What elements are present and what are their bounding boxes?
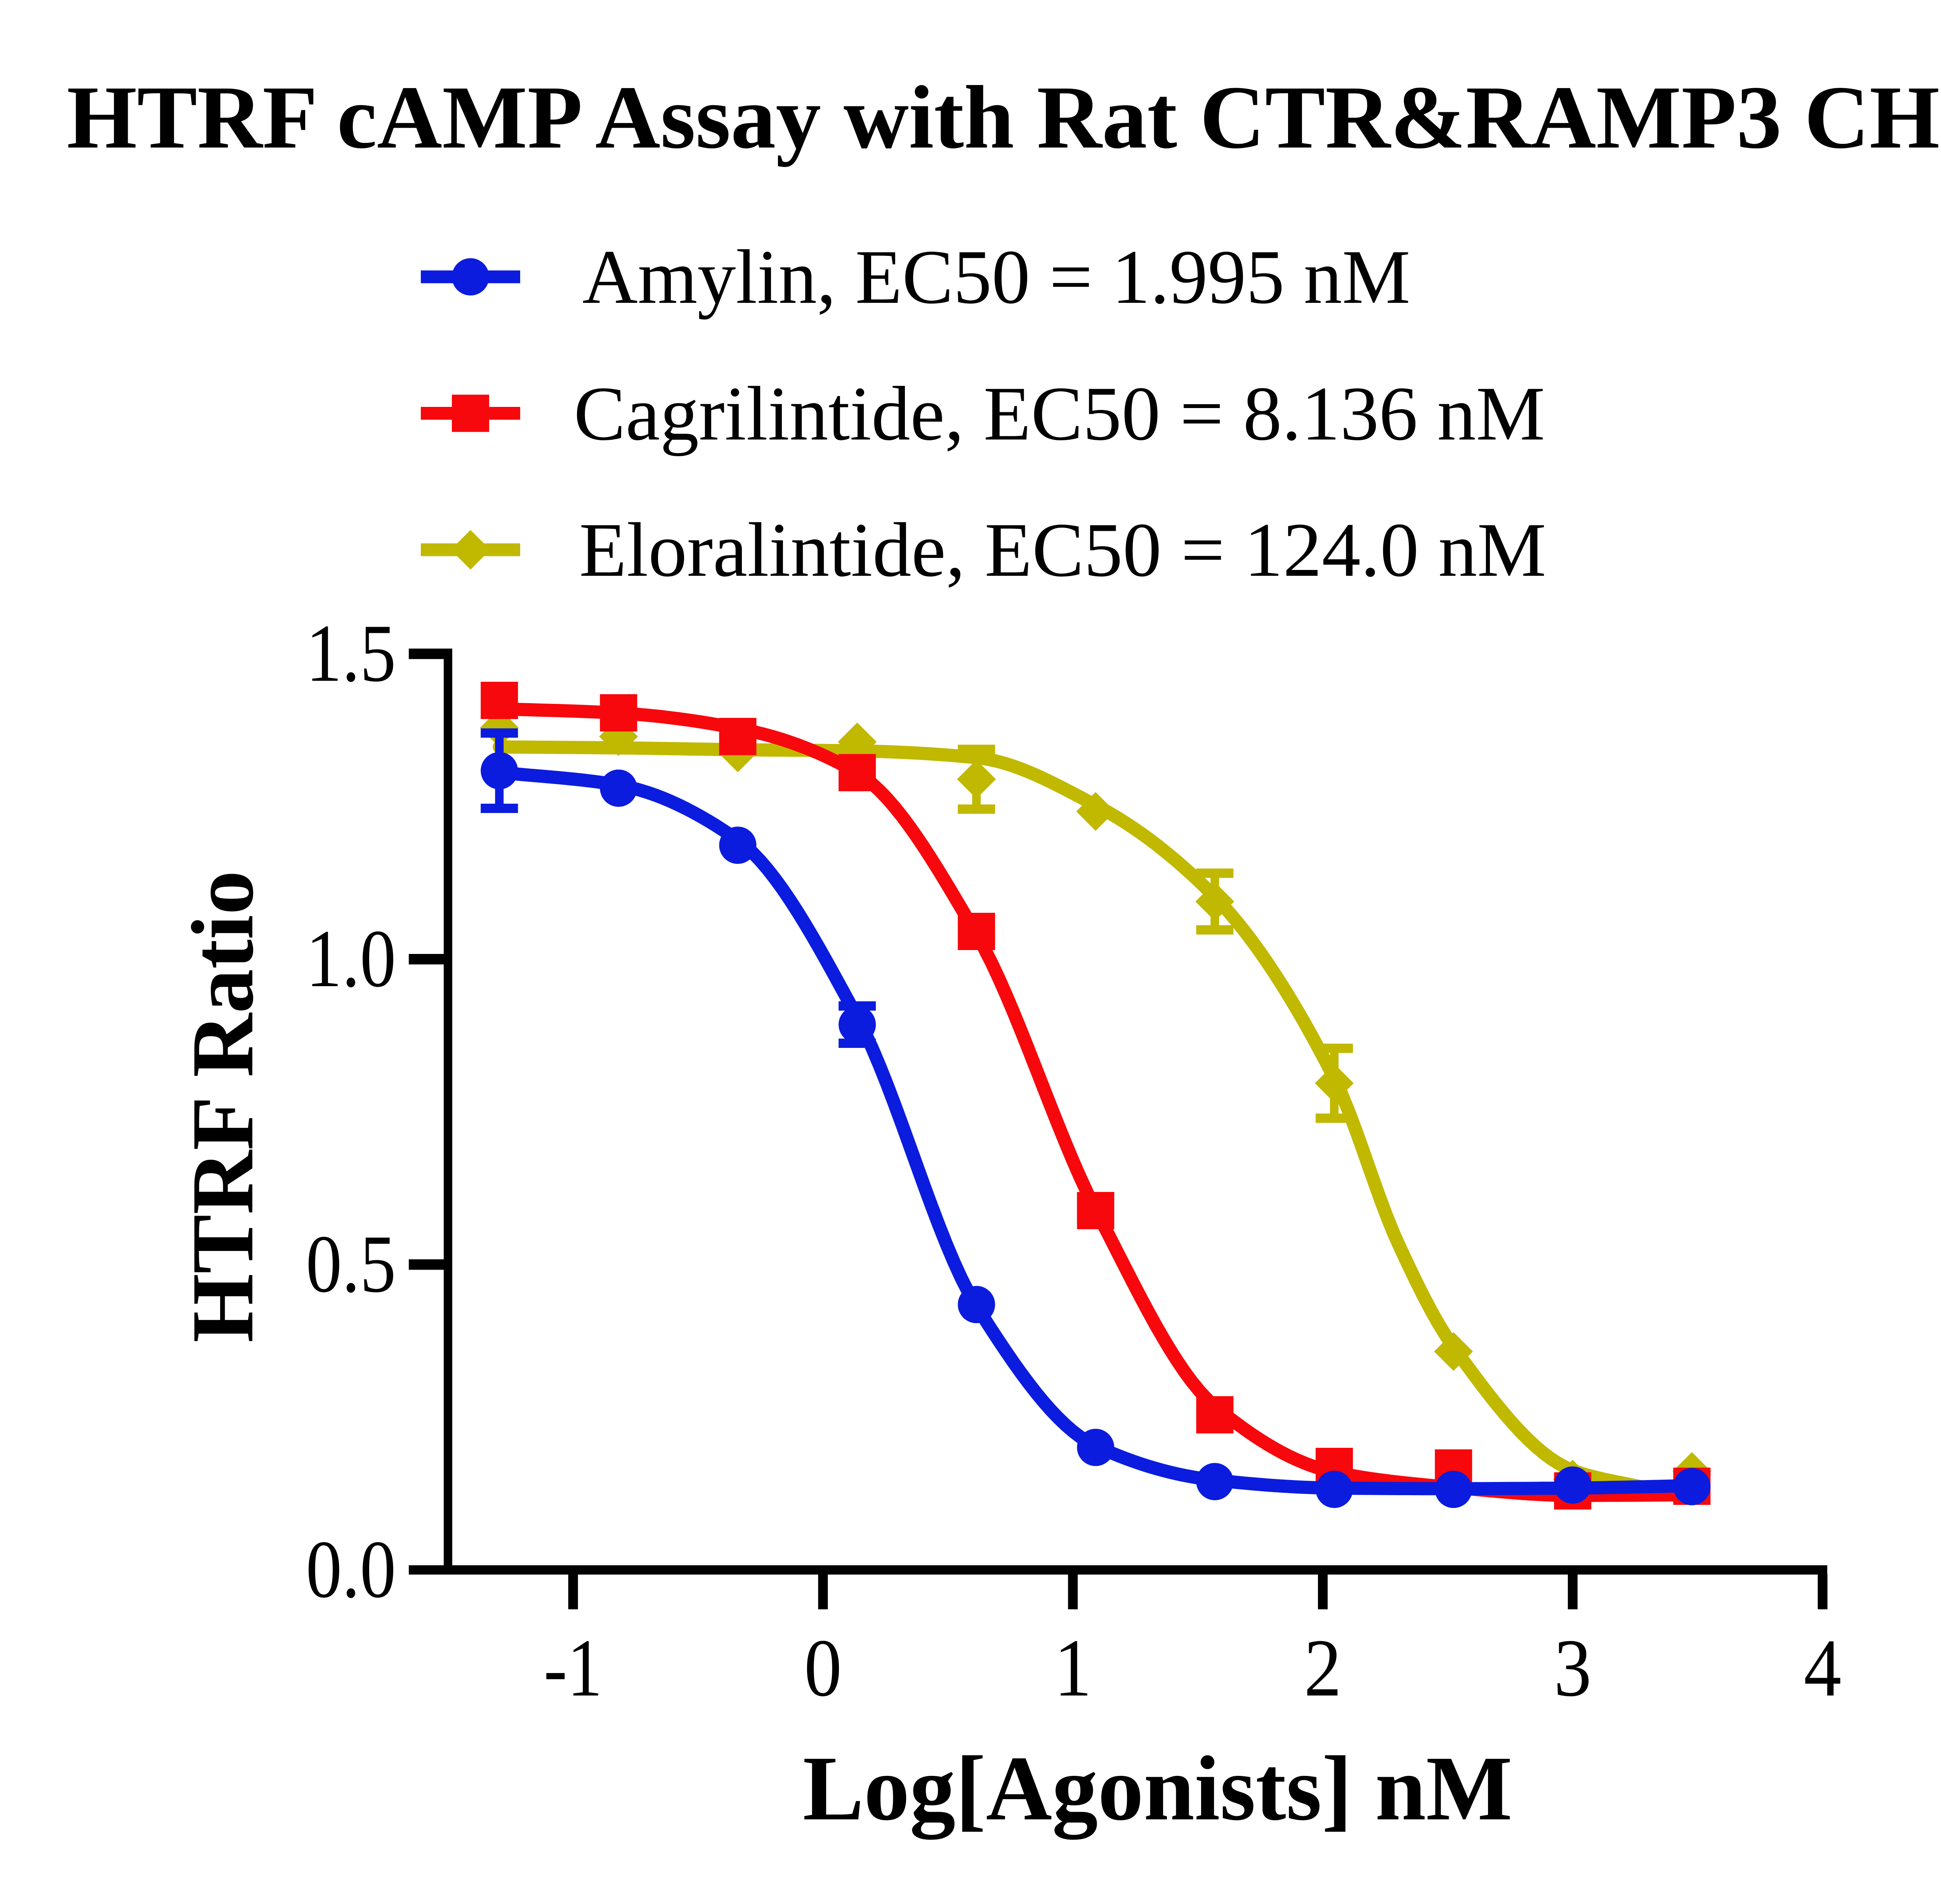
svg-text:Eloralintide, EC50 = 124.0 nM: Eloralintide, EC50 = 124.0 nM [579, 507, 1546, 593]
svg-text:HTRF cAMP Assay with Rat CTR&R: HTRF cAMP Assay with Rat CTR&RAMP3 CHO (… [67, 68, 1941, 167]
svg-text:Cagrilintide, EC50 = 8.136 nM: Cagrilintide, EC50 = 8.136 nM [574, 371, 1545, 457]
svg-text:1.0: 1.0 [306, 913, 396, 1004]
svg-text:3: 3 [1554, 1622, 1592, 1713]
svg-text:0.5: 0.5 [306, 1218, 396, 1310]
svg-text:1: 1 [1054, 1622, 1092, 1713]
svg-text:1.5: 1.5 [306, 608, 396, 699]
svg-text:0.0: 0.0 [306, 1524, 396, 1615]
svg-text:0: 0 [804, 1622, 842, 1713]
svg-text:-1: -1 [544, 1622, 602, 1713]
svg-text:Amylin, EC50 = 1.995 nM: Amylin, EC50 = 1.995 nM [582, 235, 1410, 320]
svg-text:HTRF Ratio: HTRF Ratio [174, 870, 272, 1343]
svg-text:2: 2 [1304, 1622, 1342, 1713]
svg-text:Log[Agonists] nM: Log[Agonists] nM [803, 1737, 1512, 1840]
svg-text:4: 4 [1804, 1622, 1842, 1713]
